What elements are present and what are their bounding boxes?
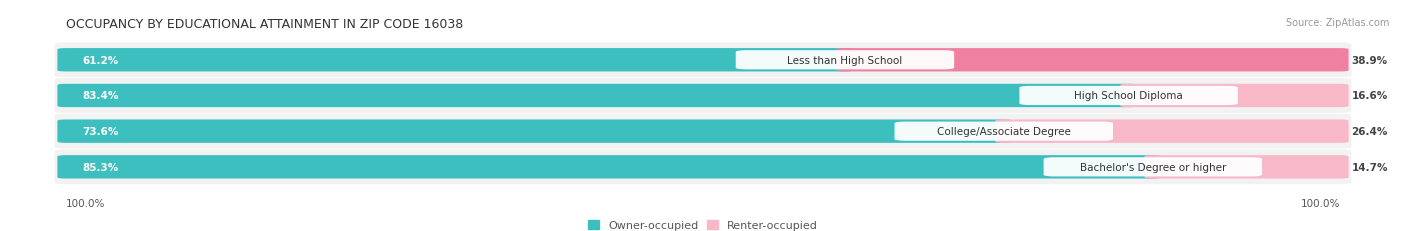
- Legend: Owner-occupied, Renter-occupied: Owner-occupied, Renter-occupied: [588, 220, 818, 231]
- Text: 100.0%: 100.0%: [1301, 198, 1340, 208]
- FancyBboxPatch shape: [1019, 86, 1237, 106]
- Text: 14.7%: 14.7%: [1351, 162, 1388, 172]
- FancyBboxPatch shape: [58, 49, 853, 72]
- FancyBboxPatch shape: [995, 120, 1348, 143]
- Text: 100.0%: 100.0%: [66, 198, 105, 208]
- FancyBboxPatch shape: [58, 84, 1137, 108]
- Text: Bachelor's Degree or higher: Bachelor's Degree or higher: [1080, 162, 1226, 172]
- Text: 61.2%: 61.2%: [83, 55, 120, 66]
- FancyBboxPatch shape: [837, 49, 1348, 72]
- FancyBboxPatch shape: [55, 43, 1351, 78]
- Text: Less than High School: Less than High School: [787, 55, 903, 66]
- Text: 85.3%: 85.3%: [83, 162, 120, 172]
- FancyBboxPatch shape: [735, 51, 955, 70]
- FancyBboxPatch shape: [1043, 158, 1263, 177]
- FancyBboxPatch shape: [58, 120, 1012, 143]
- FancyBboxPatch shape: [894, 122, 1114, 141]
- FancyBboxPatch shape: [55, 114, 1351, 149]
- FancyBboxPatch shape: [1144, 155, 1348, 179]
- Text: 83.4%: 83.4%: [83, 91, 120, 101]
- Text: 73.6%: 73.6%: [83, 127, 120, 137]
- Text: 16.6%: 16.6%: [1351, 91, 1388, 101]
- FancyBboxPatch shape: [1121, 84, 1348, 108]
- FancyBboxPatch shape: [55, 150, 1351, 184]
- FancyBboxPatch shape: [58, 155, 1161, 179]
- FancyBboxPatch shape: [55, 79, 1351, 113]
- Text: 38.9%: 38.9%: [1351, 55, 1388, 66]
- Text: Source: ZipAtlas.com: Source: ZipAtlas.com: [1286, 18, 1389, 28]
- Text: College/Associate Degree: College/Associate Degree: [936, 127, 1071, 137]
- Text: 26.4%: 26.4%: [1351, 127, 1388, 137]
- Text: High School Diploma: High School Diploma: [1074, 91, 1182, 101]
- Text: OCCUPANCY BY EDUCATIONAL ATTAINMENT IN ZIP CODE 16038: OCCUPANCY BY EDUCATIONAL ATTAINMENT IN Z…: [66, 18, 463, 31]
